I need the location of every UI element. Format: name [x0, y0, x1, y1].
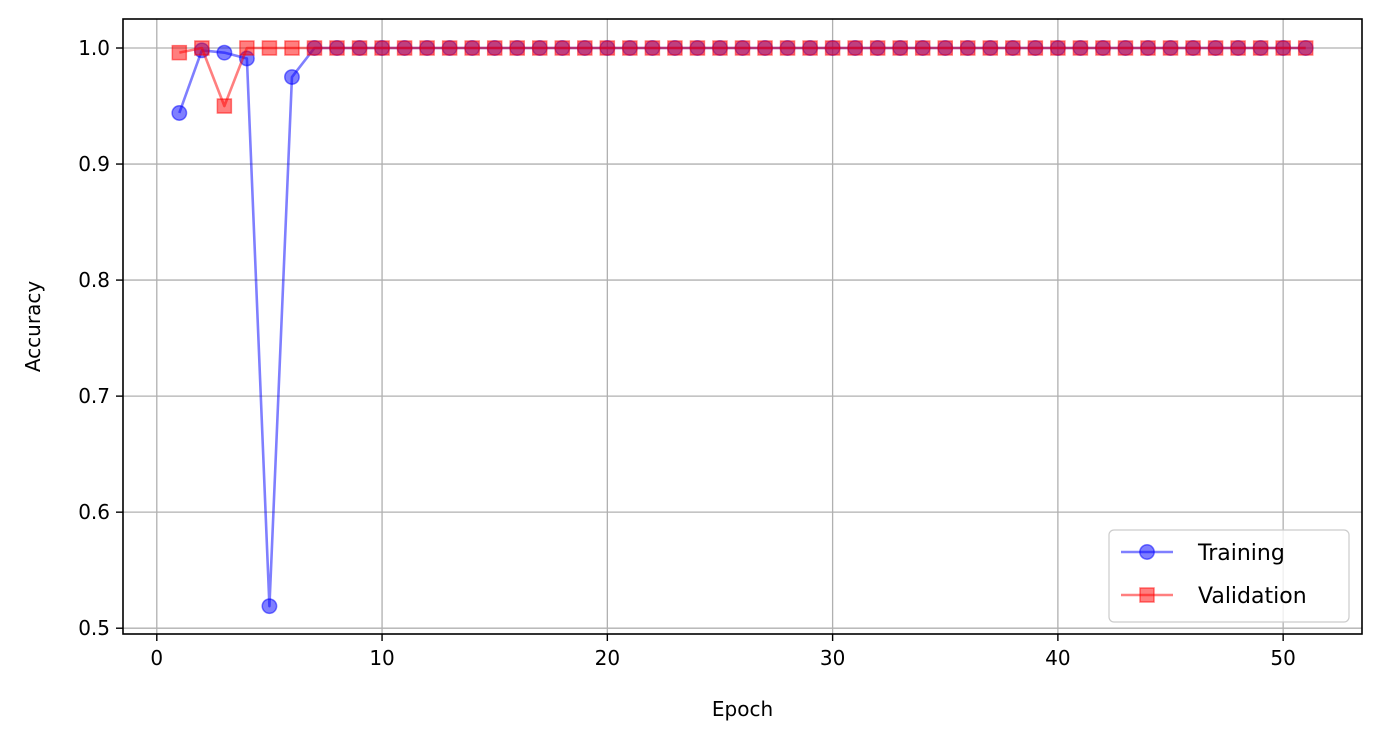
data-point [306, 40, 323, 56]
x-tick-label: 30 [820, 646, 845, 670]
data-point [577, 40, 593, 56]
data-point [1072, 40, 1089, 56]
data-point [757, 40, 773, 56]
data-point [667, 40, 683, 56]
data-point [802, 40, 818, 56]
ticks: 0 10 20 30 40 50 0.5 0.6 0.7 0.8 0.9 1.0 [78, 36, 1296, 670]
data-point [734, 40, 751, 56]
data-point [261, 40, 278, 56]
y-tick-label: 1.0 [78, 36, 110, 60]
legend-validation-label: Validation [1198, 584, 1307, 609]
data-point [441, 40, 458, 56]
y-tick-label: 0.8 [78, 268, 110, 292]
y-axis-label: Accuracy [21, 281, 45, 372]
plot-frame [122, 18, 1363, 635]
data-point [396, 40, 413, 56]
data-point [1162, 40, 1179, 56]
y-tick-label: 0.7 [78, 384, 110, 408]
data-point [960, 40, 976, 56]
data-point [464, 40, 480, 56]
data-point [1185, 40, 1201, 56]
data-point [644, 40, 661, 56]
data-point [1005, 40, 1021, 56]
data-point [892, 40, 908, 56]
data-point [554, 40, 571, 56]
data-point [239, 40, 255, 56]
y-tick-label: 0.5 [78, 616, 110, 640]
x-tick-label: 0 [150, 646, 163, 670]
data-point [824, 40, 841, 56]
y-tick-label: 0.6 [78, 500, 110, 524]
data-point [622, 40, 638, 56]
data-point [171, 105, 188, 121]
data-point [914, 40, 931, 56]
data-point [1140, 40, 1156, 56]
y-tick-label: 0.9 [78, 152, 110, 176]
data-point [351, 40, 368, 56]
x-tick-label: 40 [1045, 646, 1070, 670]
data-point [1117, 40, 1134, 56]
data-point [532, 40, 548, 56]
data-point [216, 44, 233, 61]
data-point [712, 40, 728, 56]
data-point [284, 40, 300, 56]
data-point [216, 98, 233, 114]
x-tick-label: 10 [369, 646, 394, 670]
data-point [937, 40, 953, 56]
data-point [869, 40, 886, 56]
data-point [171, 44, 188, 61]
series-validation [171, 40, 1314, 114]
data-point [779, 40, 796, 56]
legend-training-label: Training [1197, 541, 1285, 566]
data-point [982, 40, 999, 56]
data-point [1095, 40, 1111, 56]
data-point [1297, 40, 1314, 56]
data-point [1050, 40, 1066, 56]
data-point [1275, 40, 1291, 56]
data-point [1027, 40, 1044, 56]
legend: Training Validation [1108, 529, 1350, 623]
data-point [1207, 40, 1224, 56]
data-point [599, 40, 616, 56]
data-point [329, 40, 345, 56]
data-point [284, 69, 300, 85]
legend-validation-marker [1139, 587, 1155, 603]
data-point [847, 40, 863, 56]
data-point [1252, 40, 1269, 56]
legend-training-marker [1139, 544, 1155, 560]
series-layer [171, 40, 1314, 615]
data-point [261, 598, 278, 615]
data-point [1230, 40, 1246, 56]
data-point [194, 40, 210, 56]
x-axis-label: Epoch [712, 697, 773, 721]
data-point [689, 40, 706, 56]
x-tick-label: 20 [595, 646, 620, 670]
data-point [374, 40, 390, 56]
data-point [419, 40, 435, 56]
data-point [486, 40, 503, 56]
data-point [509, 40, 525, 56]
x-tick-label: 50 [1270, 646, 1295, 670]
